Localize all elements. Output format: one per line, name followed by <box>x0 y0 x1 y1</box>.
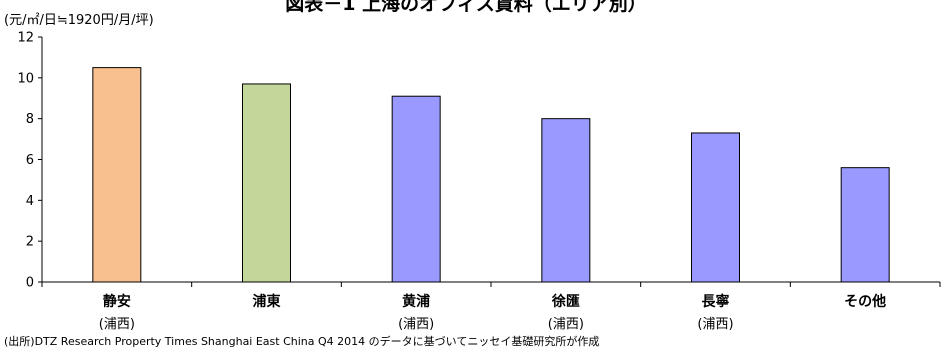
source-note: (出所)DTZ Research Property Times Shanghai… <box>4 335 600 348</box>
x-tick-label: 長寧 <box>702 293 730 310</box>
y-tick-label: 6 <box>26 153 34 168</box>
y-tick-label: 12 <box>17 31 34 46</box>
bar <box>242 83 291 283</box>
y-tick-label: 10 <box>17 71 34 86</box>
x-tick-label: 浦東 <box>253 293 281 310</box>
bars-group <box>92 67 890 283</box>
axes: 0 2 4 6 8 10 12 <box>17 31 941 291</box>
bar <box>691 132 740 283</box>
category-labels: 静安 (浦西) 浦東 黄浦 (浦西) 徐匯 (浦西) 長寧 (浦西) その他 <box>99 293 886 332</box>
x-tick-label: 静安 <box>103 293 131 310</box>
x-tick-label: 徐匯 <box>551 293 580 310</box>
bar <box>391 95 441 283</box>
bar <box>541 118 591 283</box>
x-tick-label: その他 <box>844 293 886 310</box>
y-tick-label: 8 <box>26 112 34 127</box>
bar <box>92 67 142 283</box>
x-tick-sublabel: (浦西) <box>548 317 584 332</box>
y-tick-label: 2 <box>26 235 34 250</box>
x-tick-sublabel: (浦西) <box>697 317 733 332</box>
x-tick-label: 黄浦 <box>402 293 430 310</box>
chart-title: 図表－1 上海のオフィス賃料（エリア別） <box>285 0 647 15</box>
x-tick-sublabel: (浦西) <box>398 317 434 332</box>
unit-label: (元/㎡/日≒1920円/月/坪) <box>4 13 154 28</box>
bar <box>840 167 890 283</box>
y-tick-label: 4 <box>26 194 34 209</box>
x-tick-sublabel: (浦西) <box>99 317 135 332</box>
y-tick-label: 0 <box>26 276 34 291</box>
